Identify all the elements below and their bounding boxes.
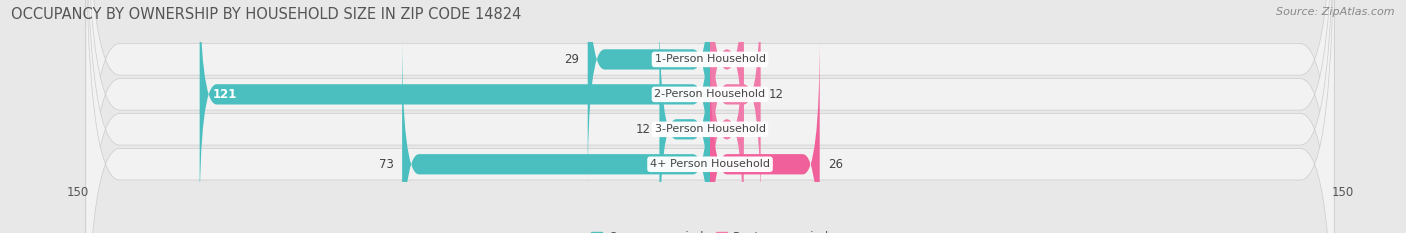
Text: 4+ Person Household: 4+ Person Household (650, 159, 770, 169)
Text: 2-Person Household: 2-Person Household (654, 89, 766, 99)
Text: 8: 8 (752, 53, 759, 66)
FancyBboxPatch shape (659, 0, 710, 233)
Text: 3-Person Household: 3-Person Household (655, 124, 765, 134)
FancyBboxPatch shape (402, 35, 710, 233)
Text: 26: 26 (828, 158, 844, 171)
FancyBboxPatch shape (710, 0, 744, 189)
Text: 12: 12 (769, 88, 785, 101)
FancyBboxPatch shape (710, 0, 744, 233)
Legend: Owner-occupied, Renter-occupied: Owner-occupied, Renter-occupied (586, 226, 834, 233)
Text: 8: 8 (752, 123, 759, 136)
Text: 12: 12 (636, 123, 651, 136)
FancyBboxPatch shape (86, 0, 1334, 233)
Text: 1-Person Household: 1-Person Household (655, 55, 765, 64)
Text: 121: 121 (212, 88, 236, 101)
FancyBboxPatch shape (200, 0, 710, 224)
Text: 73: 73 (378, 158, 394, 171)
FancyBboxPatch shape (86, 0, 1334, 233)
FancyBboxPatch shape (710, 35, 820, 233)
FancyBboxPatch shape (86, 0, 1334, 233)
FancyBboxPatch shape (588, 0, 710, 189)
Text: 29: 29 (564, 53, 579, 66)
FancyBboxPatch shape (710, 0, 761, 224)
Text: Source: ZipAtlas.com: Source: ZipAtlas.com (1277, 7, 1395, 17)
Text: OCCUPANCY BY OWNERSHIP BY HOUSEHOLD SIZE IN ZIP CODE 14824: OCCUPANCY BY OWNERSHIP BY HOUSEHOLD SIZE… (11, 7, 522, 22)
FancyBboxPatch shape (86, 0, 1334, 233)
